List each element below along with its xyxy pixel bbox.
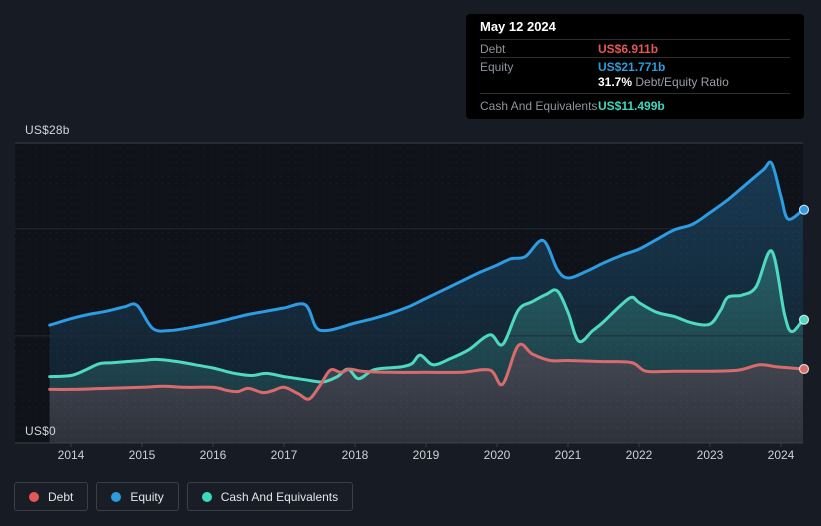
tooltip-debt-equity-ratio: 31.7% Debt/Equity Ratio — [598, 75, 729, 90]
x-tick-label: 2022 — [625, 448, 653, 462]
x-tick-label: 2015 — [128, 448, 156, 462]
tooltip-debt-value: US$6.911b — [598, 41, 659, 56]
x-tick-label: 2014 — [57, 448, 85, 462]
tooltip-equity-value: US$21.771b — [598, 60, 666, 75]
legend-debt-label: Debt — [48, 489, 74, 504]
tooltip-debt-label: Debt — [480, 41, 506, 56]
x-tick-label: 2024 — [767, 448, 795, 462]
legend: Debt Equity Cash And Equivalents — [14, 482, 354, 511]
tooltip-row-cash: Cash And Equivalents US$11.499b — [480, 94, 790, 119]
cash-dot-icon — [201, 491, 212, 502]
debt-dot-icon — [29, 491, 39, 502]
legend-item-cash[interactable]: Cash And Equivalents — [186, 482, 354, 511]
legend-item-equity[interactable]: Equity — [96, 482, 179, 511]
tooltip: May 12 2024 Debt US$6.911b Equity US$21.… — [466, 14, 804, 119]
tooltip-equity-label: Equity — [480, 60, 514, 75]
legend-item-debt[interactable]: Debt — [14, 482, 89, 511]
x-tick-label: 2023 — [696, 448, 724, 462]
x-tick-label: 2019 — [412, 448, 440, 462]
x-tick-label: 2017 — [270, 448, 298, 462]
legend-equity-label: Equity — [130, 489, 164, 504]
tooltip-row-debt: Debt US$6.911b — [480, 40, 790, 58]
tooltip-date: May 12 2024 — [480, 14, 790, 41]
y-axis-label-zero: US$0 — [25, 424, 56, 438]
x-tick-label: 2016 — [199, 448, 227, 462]
tooltip-cash-label: Cash And Equivalents — [480, 99, 598, 114]
tooltip-cash-value: US$11.499b — [598, 99, 665, 114]
equity-dot-icon — [111, 491, 122, 502]
tooltip-row-equity: Equity US$21.771b 31.7% Debt/Equity Rati… — [480, 58, 790, 94]
x-tick-label: 2018 — [341, 448, 369, 462]
x-tick-label: 2021 — [554, 448, 582, 462]
y-axis-label-max: US$28b — [25, 123, 70, 137]
legend-cash-label: Cash And Equivalents — [220, 489, 339, 504]
x-tick-label: 2020 — [483, 448, 511, 462]
